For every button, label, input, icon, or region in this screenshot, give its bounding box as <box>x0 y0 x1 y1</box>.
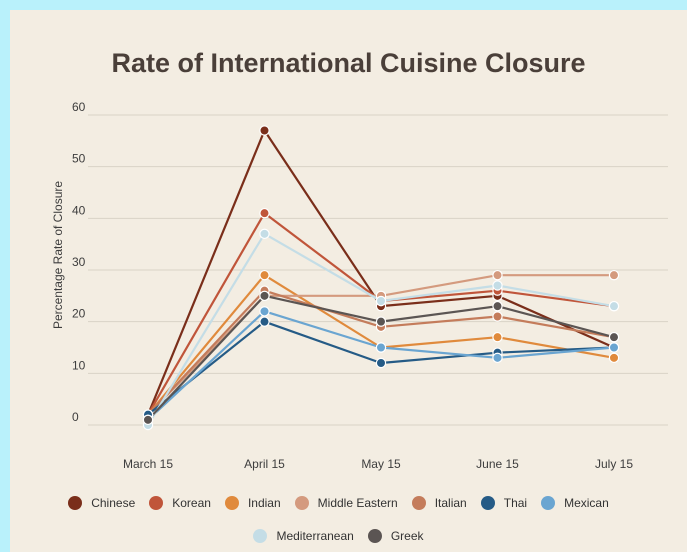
y-tick-label: 0 <box>72 410 79 424</box>
data-point-mediterranean <box>259 228 270 240</box>
data-point-indian <box>492 331 503 343</box>
y-tick-label: 60 <box>72 100 86 114</box>
chart-title: Rate of International Cuisine Closure <box>111 48 586 78</box>
x-tick-label: April 15 <box>244 457 285 471</box>
y-tick-label: 30 <box>72 255 86 269</box>
legend-item[interactable]: Middle Eastern <box>294 496 398 510</box>
data-point-indian <box>259 269 270 281</box>
data-point-greek <box>492 300 503 312</box>
legend-swatch <box>367 529 382 543</box>
legend-label: Thai <box>503 496 528 510</box>
data-point-indian <box>608 352 620 364</box>
data-point-mexican <box>259 306 270 317</box>
data-point-middle-eastern <box>492 269 503 281</box>
data-point-middle-eastern <box>608 269 620 281</box>
legend-swatch <box>480 496 495 510</box>
legend-item[interactable]: Thai <box>480 496 528 510</box>
legend-swatch <box>541 496 556 510</box>
legend-label: Mexican <box>564 496 609 510</box>
x-tick-label: May 15 <box>361 457 401 471</box>
legend-label: Korean <box>172 496 211 510</box>
legend-label: Indian <box>247 496 281 510</box>
data-point-greek <box>142 414 154 426</box>
legend-label: Chinese <box>91 496 136 510</box>
legend-item[interactable]: Mediterranean <box>253 529 354 543</box>
legend-swatch <box>294 496 309 510</box>
data-point-mexican <box>375 342 387 353</box>
y-tick-label: 40 <box>72 203 86 217</box>
data-point-chinese <box>259 125 270 136</box>
y-axis-label: Percentage Rate of Closure <box>51 181 65 329</box>
legend-item[interactable]: Greek <box>367 529 424 543</box>
data-point-korean <box>259 207 270 219</box>
legend-item[interactable]: Indian <box>224 496 281 510</box>
legend-item[interactable]: Mexican <box>541 496 609 510</box>
legend-item[interactable]: Chinese <box>68 496 135 510</box>
y-tick-label: 20 <box>72 307 86 321</box>
data-point-italian <box>492 311 503 322</box>
legend-row-1: Chinese Korean Indian Middle Eastern Italian… <box>0 496 677 510</box>
data-point-mediterranean <box>375 295 387 307</box>
legend-label: Greek <box>390 529 424 543</box>
x-tick-label: March 15 <box>123 457 173 471</box>
legend-label: Mediterranean <box>276 529 354 543</box>
legend-swatch <box>149 496 164 510</box>
legend-row-2: Mediterranean Greek <box>0 529 677 543</box>
data-point-mediterranean <box>608 300 620 312</box>
legend-item[interactable]: Korean <box>149 496 211 510</box>
data-point-mexican <box>492 352 503 364</box>
legend-swatch <box>68 496 83 510</box>
data-point-thai <box>375 357 387 369</box>
legend-swatch <box>224 496 239 510</box>
legend-label: Italian <box>434 496 467 510</box>
legend-label: Middle Eastern <box>317 496 398 510</box>
data-point-mediterranean <box>492 280 503 291</box>
legend-item[interactable]: Italian <box>411 496 467 510</box>
series-line-chinese <box>146 129 615 416</box>
y-tick-label: 10 <box>72 358 86 372</box>
data-point-greek <box>259 290 270 302</box>
data-point-mexican <box>608 342 620 353</box>
legend-swatch <box>253 529 268 543</box>
data-point-thai <box>259 316 270 327</box>
legend-swatch <box>411 496 426 510</box>
x-tick-label: July 15 <box>595 457 633 471</box>
data-point-greek <box>375 316 387 327</box>
y-tick-label: 50 <box>72 152 86 166</box>
data-point-greek <box>608 331 620 343</box>
x-tick-label: June 15 <box>476 457 519 471</box>
